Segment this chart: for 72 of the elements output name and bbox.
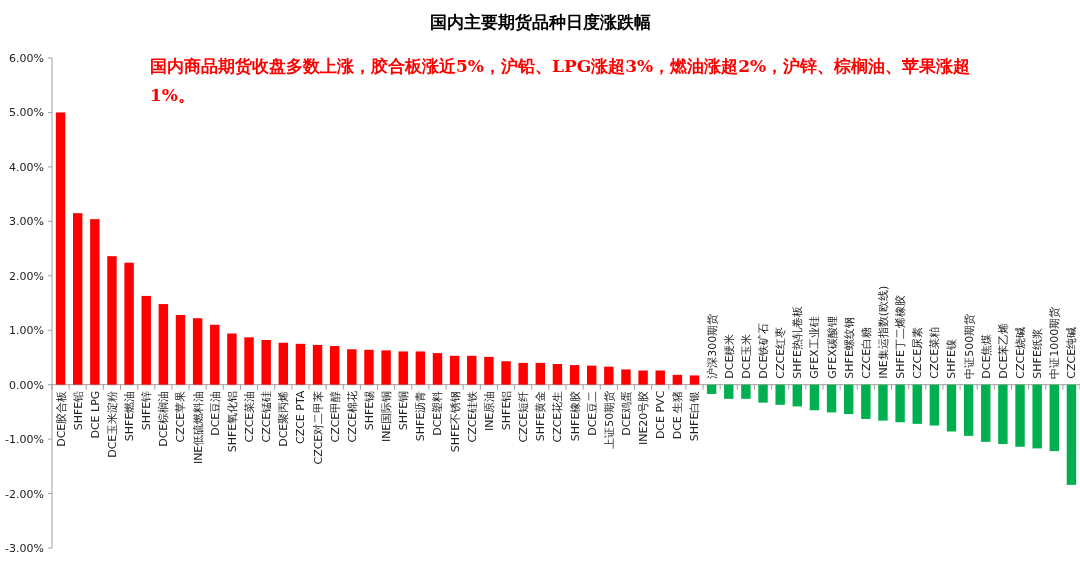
x-tick-label: DCE铁矿石 <box>757 322 771 379</box>
x-tick-label: SHFE氧化铝 <box>225 390 239 453</box>
x-tick-label: CZCE红枣 <box>774 326 788 379</box>
x-tick-label: CZCE白糖 <box>859 326 873 379</box>
y-tick-label: 6.00% <box>9 52 44 65</box>
x-tick-label: CZCE菜油 <box>243 390 257 443</box>
y-tick-label: 1.00% <box>9 324 44 338</box>
x-tick-label: SHFE热轧卷板 <box>791 306 805 379</box>
x-tick-label: SHFE白银 <box>688 390 702 442</box>
x-tick-label: DCE粳米 <box>722 333 736 379</box>
x-tick-label: DCE鸡蛋 <box>619 390 633 436</box>
x-tick-label: SHFE镍 <box>945 339 959 379</box>
x-tick-label: DCE焦煤 <box>979 333 993 379</box>
x-tick-label: INE集运指数(欧线) <box>876 285 890 379</box>
x-tick-label: DCE聚丙烯 <box>277 390 291 447</box>
x-tick-label: SHFE橡胶 <box>568 390 582 442</box>
x-tick-label: DCE PVC <box>654 390 668 440</box>
x-tick-label: SHFE不锈钢 <box>448 390 462 453</box>
x-tick-label: INE20号胶 <box>637 390 651 446</box>
x-tick-label: 上证50期货 <box>602 390 616 449</box>
x-tick-label: 中证500期货 <box>962 313 976 379</box>
x-tick-label: SHFE铝 <box>500 390 514 431</box>
x-tick-label: GFEX工业硅 <box>808 316 822 379</box>
y-tick-label: -2.00% <box>5 487 44 501</box>
x-tick-label: CZCE硅铁 <box>465 390 479 443</box>
x-tick-label: SHFE丁二烯橡胶 <box>894 295 908 379</box>
x-tick-label: DCE塑料 <box>431 390 445 436</box>
x-tick-label: CZCE甲醇 <box>328 390 342 443</box>
title: 国内主要期货品种日度涨跌幅 <box>429 12 651 32</box>
y-tick-label: -3.00% <box>5 542 44 555</box>
x-tick-label: INE国际铜 <box>380 390 394 443</box>
x-tick-label: SHFE铅 <box>71 390 85 431</box>
x-tick-label: CZCE菜粕 <box>928 326 942 379</box>
x-tick-label: SHFE铜 <box>397 390 411 431</box>
x-tick-label: INE原油 <box>482 390 496 432</box>
x-tick-label: SHFE黄金 <box>534 390 548 442</box>
x-tick-label: DCE 生猪 <box>671 390 685 440</box>
x-tick-label: SHFE锡 <box>362 390 376 431</box>
y-tick-label: -1.00% <box>5 433 44 447</box>
x-tick-label: 沪深300期货 <box>705 313 719 379</box>
annotation: 国内商品期货收盘多数上涨，胶合板涨近5%，沪铅、LPG涨超3%，燃油涨超2%，沪锌、棕榈油、苹果涨超1%。 <box>150 55 972 107</box>
y-tick-label: 5.00% <box>9 106 44 120</box>
x-tick-label: DCE玉米淀粉 <box>105 390 119 458</box>
y-tick-label: 2.00% <box>9 269 44 283</box>
x-tick-label: DCE LPG <box>88 390 102 439</box>
x-tick-label: DCE豆油 <box>208 390 222 436</box>
x-tick-label: CZCE PTA <box>294 390 308 445</box>
x-tick-label: SHFE螺纹钢 <box>842 317 856 379</box>
x-tick-label: CZCE花生 <box>551 390 565 443</box>
x-tick-label: CZCE对二甲苯 <box>311 390 325 465</box>
x-tick-label: CZCE纯碱 <box>1065 326 1079 379</box>
x-tick-label: CZCE棉花 <box>345 390 359 443</box>
x-tick-label: DCE玉米 <box>739 333 753 379</box>
x-tick-label: GFEX碳酸锂 <box>825 316 839 379</box>
x-tick-label: DCE苯乙烯 <box>996 322 1010 379</box>
x-tick-label: CZCE烧碱 <box>1014 326 1028 379</box>
y-tick-label: 0.00% <box>9 378 44 392</box>
x-tick-label: DCE豆二 <box>585 390 599 436</box>
x-tick-label: SHFE燃油 <box>123 390 137 442</box>
x-tick-label: DCE棕榈油 <box>157 390 171 447</box>
x-tick-label: CZCE短纤 <box>517 390 531 443</box>
x-tick-label: 中证1000期货 <box>1048 306 1062 379</box>
x-tick-label: INE低硫燃料油 <box>191 390 205 465</box>
y-tick-label: 4.00% <box>9 160 44 174</box>
x-tick-label: SHFE锌 <box>140 390 154 431</box>
x-tick-label: CZCE尿素 <box>911 326 925 379</box>
x-tick-label: CZCE苹果 <box>174 390 188 443</box>
y-tick-label: 3.00% <box>9 215 44 229</box>
x-tick-label: SHFE纸浆 <box>1031 328 1045 379</box>
x-tick-label: SHFE沥青 <box>414 390 428 442</box>
x-tick-label: DCE胶合板 <box>54 390 68 447</box>
x-tick-label: CZCE锰硅 <box>260 390 274 443</box>
